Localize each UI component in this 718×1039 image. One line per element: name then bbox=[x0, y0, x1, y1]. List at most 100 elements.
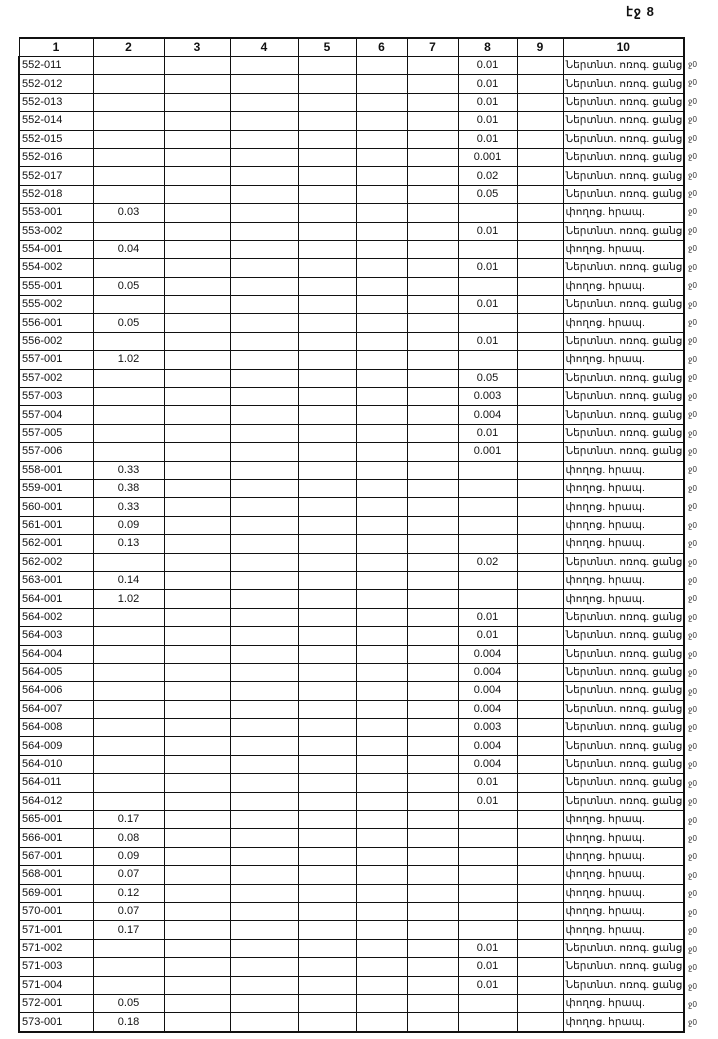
cell-col-6 bbox=[355, 681, 408, 701]
cell-col-5 bbox=[297, 184, 357, 205]
cell-col-8: 0.004 bbox=[457, 662, 518, 683]
cell-col-5 bbox=[297, 515, 357, 536]
cell-col-6 bbox=[355, 258, 408, 278]
cell-col-1: 564-008 bbox=[18, 718, 94, 738]
cell-col-4 bbox=[229, 901, 299, 922]
cell-col-3 bbox=[163, 92, 231, 113]
table-row: 564-005 0.004 Ներտնտ. ոռոգ. ցանց bbox=[18, 662, 685, 683]
cell-col-6 bbox=[355, 736, 408, 756]
cell-col-5 bbox=[297, 865, 357, 885]
cell-col-2: 0.08 bbox=[92, 828, 165, 848]
cell-col-4 bbox=[229, 736, 299, 756]
cell-col-4 bbox=[229, 276, 299, 297]
table-row: 552-018 0.05 Ներտնտ. ոռոգ. ցանց bbox=[18, 184, 685, 205]
cell-col-8: 0.01 bbox=[457, 423, 518, 444]
cell-col-4 bbox=[229, 74, 299, 94]
table-row: 566-001 0.08 փողոց. հրապ. bbox=[18, 828, 685, 848]
column-header-10: 10 bbox=[562, 37, 685, 57]
cell-col-5 bbox=[297, 423, 357, 444]
cell-col-3 bbox=[163, 55, 231, 76]
cell-col-3 bbox=[163, 901, 231, 922]
cell-col-6 bbox=[355, 147, 408, 168]
cell-col-7 bbox=[406, 55, 459, 76]
cell-col-2: 0.05 bbox=[92, 276, 165, 297]
cell-col-6 bbox=[355, 626, 408, 646]
data-table: 1 2 3 4 5 6 7 8 9 10 552-011 0.01 Ներտնտ. ոռոգ. ցան… bbox=[18, 37, 685, 1033]
cell-col-6 bbox=[355, 460, 408, 480]
cell-col-10: Ներտնտ. ոռոգ. ցանց bbox=[562, 552, 685, 572]
cell-col-7 bbox=[406, 975, 459, 995]
cell-col-3 bbox=[163, 350, 231, 370]
cell-col-8: 0.003 bbox=[457, 387, 518, 407]
cell-col-7 bbox=[406, 810, 459, 830]
margin-mark: ջ0 bbox=[688, 318, 697, 328]
cell-col-2 bbox=[92, 331, 165, 352]
cell-col-3 bbox=[163, 883, 231, 903]
cell-col-5 bbox=[297, 74, 357, 94]
cell-col-1: 560-001 bbox=[18, 497, 94, 517]
cell-col-9 bbox=[516, 883, 564, 903]
cell-col-3 bbox=[163, 203, 231, 223]
cell-col-5 bbox=[297, 405, 357, 425]
cell-col-2: 0.05 bbox=[92, 313, 165, 333]
cell-col-3 bbox=[163, 846, 231, 867]
cell-col-2: 0.07 bbox=[92, 865, 165, 885]
cell-col-4 bbox=[229, 350, 299, 370]
cell-col-10: փողոց. հրապ. bbox=[562, 993, 685, 1014]
cell-col-4 bbox=[229, 534, 299, 554]
margin-mark: ջ0 bbox=[688, 115, 697, 125]
cell-col-2 bbox=[92, 754, 165, 775]
cell-col-9 bbox=[516, 773, 564, 793]
cell-col-1: 564-012 bbox=[18, 791, 94, 812]
cell-col-2: 0.12 bbox=[92, 883, 165, 903]
cell-col-9 bbox=[516, 644, 564, 664]
cell-col-5 bbox=[297, 975, 357, 995]
cell-col-7 bbox=[406, 295, 459, 315]
cell-col-7 bbox=[406, 773, 459, 793]
cell-col-4 bbox=[229, 699, 299, 720]
cell-col-8: 0.01 bbox=[457, 607, 518, 628]
cell-col-5 bbox=[297, 55, 357, 76]
cell-col-4 bbox=[229, 129, 299, 149]
cell-col-1: 552-013 bbox=[18, 92, 94, 113]
cell-col-9 bbox=[516, 331, 564, 352]
cell-col-7 bbox=[406, 239, 459, 260]
cell-col-1: 552-012 bbox=[18, 74, 94, 94]
cell-col-9 bbox=[516, 368, 564, 389]
cell-col-10: Ներտնտ. ոռոգ. ցանց bbox=[562, 55, 685, 76]
margin-mark: ջ0 bbox=[688, 760, 697, 770]
cell-col-10: Ներտնտ. ոռոգ. ցանց bbox=[562, 166, 685, 186]
margin-mark: ջ0 bbox=[688, 557, 697, 567]
cell-col-8 bbox=[457, 478, 518, 499]
margin-mark: ջ0 bbox=[688, 999, 697, 1009]
margin-mark: ջ0 bbox=[688, 391, 697, 401]
cell-col-10: Ներտնտ. ոռոգ. ցանց bbox=[562, 258, 685, 278]
cell-col-1: 564-005 bbox=[18, 662, 94, 683]
cell-col-5 bbox=[297, 957, 357, 977]
margin-mark: ջ0 bbox=[688, 60, 697, 69]
cell-col-7 bbox=[406, 662, 459, 683]
cell-col-4 bbox=[229, 828, 299, 848]
cell-col-9 bbox=[516, 497, 564, 517]
cell-col-6 bbox=[355, 552, 408, 572]
cell-col-6 bbox=[355, 957, 408, 977]
margin-mark: ջ0 bbox=[688, 447, 697, 457]
cell-col-10: Ներտնտ. ոռոգ. ցանց bbox=[562, 184, 685, 205]
cell-col-7 bbox=[406, 534, 459, 554]
cell-col-10: Ներտնտ. ոռոգ. ցանց bbox=[562, 773, 685, 793]
cell-col-2 bbox=[92, 221, 165, 241]
cell-col-9 bbox=[516, 865, 564, 885]
cell-col-2 bbox=[92, 442, 165, 462]
cell-col-6 bbox=[355, 515, 408, 536]
cell-col-7 bbox=[406, 184, 459, 205]
cell-col-9 bbox=[516, 442, 564, 462]
cell-col-5 bbox=[297, 570, 357, 591]
margin-mark: ջ0 bbox=[688, 428, 697, 438]
cell-col-8 bbox=[457, 497, 518, 517]
cell-col-10: փողոց. հրապ. bbox=[562, 883, 685, 903]
cell-col-6 bbox=[355, 221, 408, 241]
cell-col-6 bbox=[355, 295, 408, 315]
cell-col-9 bbox=[516, 55, 564, 76]
cell-col-7 bbox=[406, 442, 459, 462]
cell-col-7 bbox=[406, 258, 459, 278]
